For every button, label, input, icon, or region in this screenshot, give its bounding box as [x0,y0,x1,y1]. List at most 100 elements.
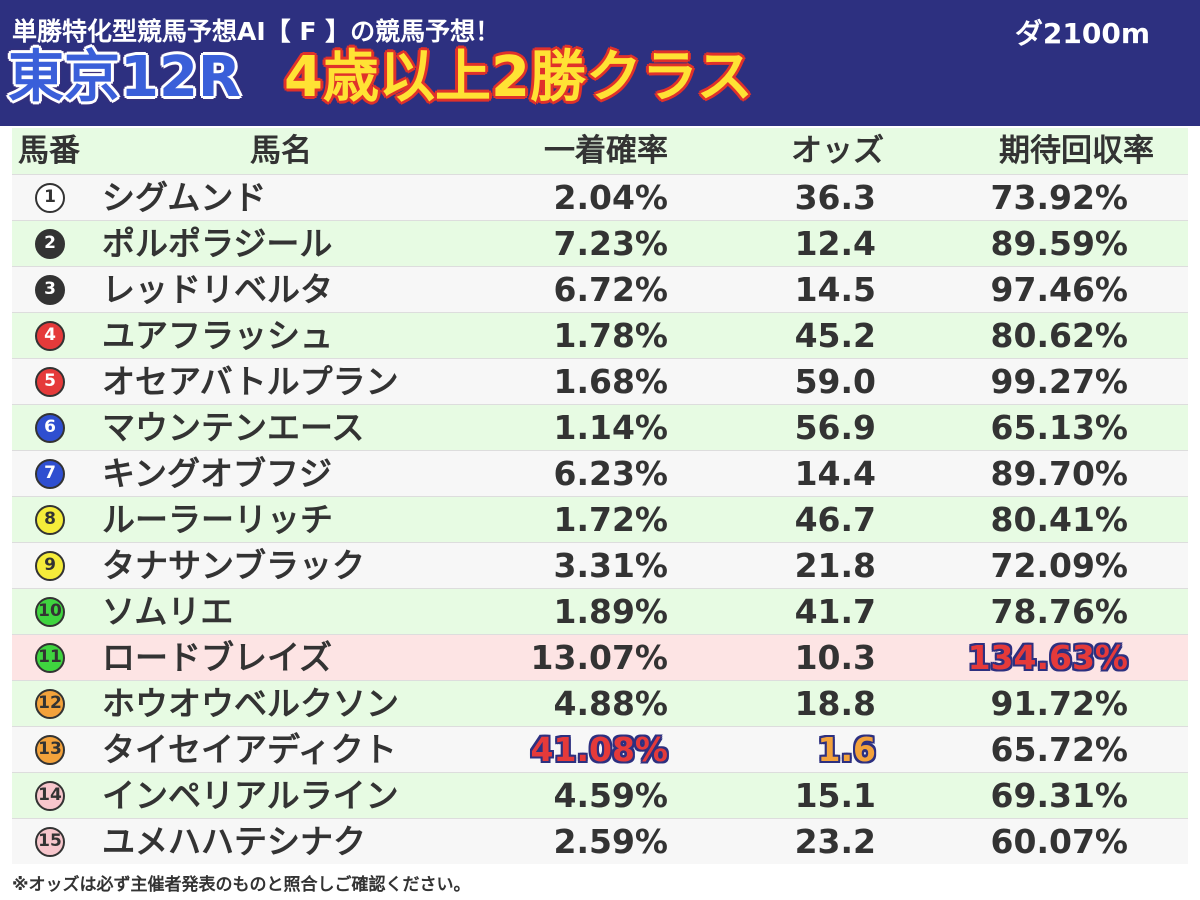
table-header-row: 馬番 馬名 一着確率 オッズ 期待回収率 [12,128,1188,174]
horse-number-cell: 1 [35,182,65,213]
horse-number-cell: 6 [35,412,65,443]
horse-name: キングオブフジ [102,454,333,493]
win-probability: 6.72% [553,270,669,309]
table-row: 8 ルーラーリッチ 1.72% 46.7 80.41% [12,496,1188,542]
horse-number-badge: 8 [35,504,65,535]
horse-number-badge: 13 [35,734,65,765]
horse-name: オセアバトルプラン [102,362,399,401]
horse-name: レッドリベルタ [102,270,333,309]
win-probability: 1.78% [553,316,669,355]
horse-number-badge: 15 [35,826,65,857]
win-probability: 4.88% [553,684,669,723]
header-banner: 単勝特化型競馬予想AI【 F 】の競馬予想！ ダ2100m 東京12R 4歳以上… [0,0,1200,126]
expected-return: 97.46% [990,270,1128,309]
odds-value: 14.4 [794,454,876,493]
odds-value: 23.2 [794,822,876,861]
horse-number-badge: 2 [35,228,65,259]
race-name: 東京12R [8,45,242,110]
odds-value: 1.6 [817,730,876,769]
race-distance: ダ2100m [1014,17,1150,50]
race-class: 4歳以上2勝クラス [284,45,753,110]
table-row: 10 ソムリエ 1.89% 41.7 78.76% [12,588,1188,634]
horse-number-badge: 11 [35,642,65,673]
expected-return: 60.07% [990,822,1128,861]
table-row: 3 レッドリベルタ 6.72% 14.5 97.46% [12,266,1188,312]
table-row: 14 インペリアルライン 4.59% 15.1 69.31% [12,772,1188,818]
horse-number-badge: 14 [35,780,65,811]
odds-value: 45.2 [794,316,876,355]
table-row: 9 タナサンブラック 3.31% 21.8 72.09% [12,542,1188,588]
odds-value: 56.9 [794,408,876,447]
odds-value: 59.0 [794,362,876,401]
expected-return: 134.63% [967,638,1128,677]
horse-number-cell: 2 [35,228,65,259]
horse-number-badge: 9 [35,550,65,581]
table-row: 7 キングオブフジ 6.23% 14.4 89.70% [12,450,1188,496]
table-row: 15 ユメハハテシナク 2.59% 23.2 60.07% [12,818,1188,864]
win-probability: 7.23% [553,224,669,263]
horse-number-cell: 12 [35,688,65,719]
horse-number-cell: 11 [35,642,65,673]
column-header-number: 馬番 [18,132,80,169]
table-row: 1 シグムンド 2.04% 36.3 73.92% [12,174,1188,220]
horse-number-cell: 10 [35,596,65,627]
odds-value: 14.5 [794,270,876,309]
expected-return: 80.41% [990,500,1128,539]
table-row: 5 オセアバトルプラン 1.68% 59.0 99.27% [12,358,1188,404]
column-header-win-probability: 一着確率 [544,132,668,169]
win-probability: 1.72% [553,500,669,539]
horse-name: タイセイアディクト [102,730,397,769]
column-header-name: 馬名 [250,132,312,169]
odds-value: 41.7 [794,592,876,631]
expected-return: 65.13% [990,408,1128,447]
win-probability: 1.68% [553,362,669,401]
expected-return: 89.70% [990,454,1128,493]
horse-number-cell: 3 [35,274,65,305]
horse-number-badge: 4 [35,320,65,351]
horse-name: ロードブレイズ [102,638,333,677]
horse-number-cell: 8 [35,504,65,535]
odds-value: 15.1 [794,776,876,815]
horse-number-cell: 5 [35,366,65,397]
expected-return: 78.76% [990,592,1128,631]
horse-name: ソムリエ [102,592,234,631]
win-probability: 1.89% [553,592,669,631]
expected-return: 80.62% [990,316,1128,355]
expected-return: 69.31% [990,776,1128,815]
horse-number-cell: 14 [35,780,65,811]
horse-name: インペリアルライン [102,776,399,815]
horse-number-cell: 9 [35,550,65,581]
horse-name: ホウオウベルクソン [102,684,399,723]
table-body: 1 シグムンド 2.04% 36.3 73.92% 2 ポルポラジール 7.23% 12.4 89… [12,174,1188,864]
prediction-table: 馬番 馬名 一着確率 オッズ 期待回収率 1 シグムンド 2.04% 36.3 73.9… [12,128,1188,864]
horse-number-badge: 7 [35,458,65,489]
table-row: 2 ポルポラジール 7.23% 12.4 89.59% [12,220,1188,266]
win-probability: 2.04% [553,178,669,217]
odds-value: 21.8 [794,546,876,585]
horse-number-cell: 15 [35,826,65,857]
horse-number-cell: 7 [35,458,65,489]
table-row: 4 ユアフラッシュ 1.78% 45.2 80.62% [12,312,1188,358]
horse-number-badge: 12 [35,688,65,719]
win-probability: 1.14% [553,408,669,447]
win-probability: 4.59% [553,776,669,815]
odds-value: 36.3 [794,178,876,217]
odds-value: 46.7 [794,500,876,539]
win-probability: 3.31% [553,546,669,585]
table-row: 6 マウンテンエース 1.14% 56.9 65.13% [12,404,1188,450]
horse-name: シグムンド [102,178,267,217]
horse-number-badge: 10 [35,596,65,627]
subtitle: 単勝特化型競馬予想AI【 F 】の競馬予想！ [12,17,501,46]
win-probability: 41.08% [530,730,668,769]
horse-name: ポルポラジール [102,224,333,263]
win-probability: 2.59% [553,822,669,861]
footnote: ※オッズは必ず主催者発表のものと照合しご確認ください。 [12,875,471,895]
table-row: 11 ロードブレイズ 13.07% 10.3 134.63% [12,634,1188,680]
win-probability: 6.23% [553,454,669,493]
odds-value: 12.4 [794,224,876,263]
table-row: 13 タイセイアディクト 41.08% 1.6 65.72% [12,726,1188,772]
horse-number-cell: 13 [35,734,65,765]
table-row: 12 ホウオウベルクソン 4.88% 18.8 91.72% [12,680,1188,726]
odds-value: 10.3 [794,638,876,677]
horse-name: ルーラーリッチ [102,500,333,539]
